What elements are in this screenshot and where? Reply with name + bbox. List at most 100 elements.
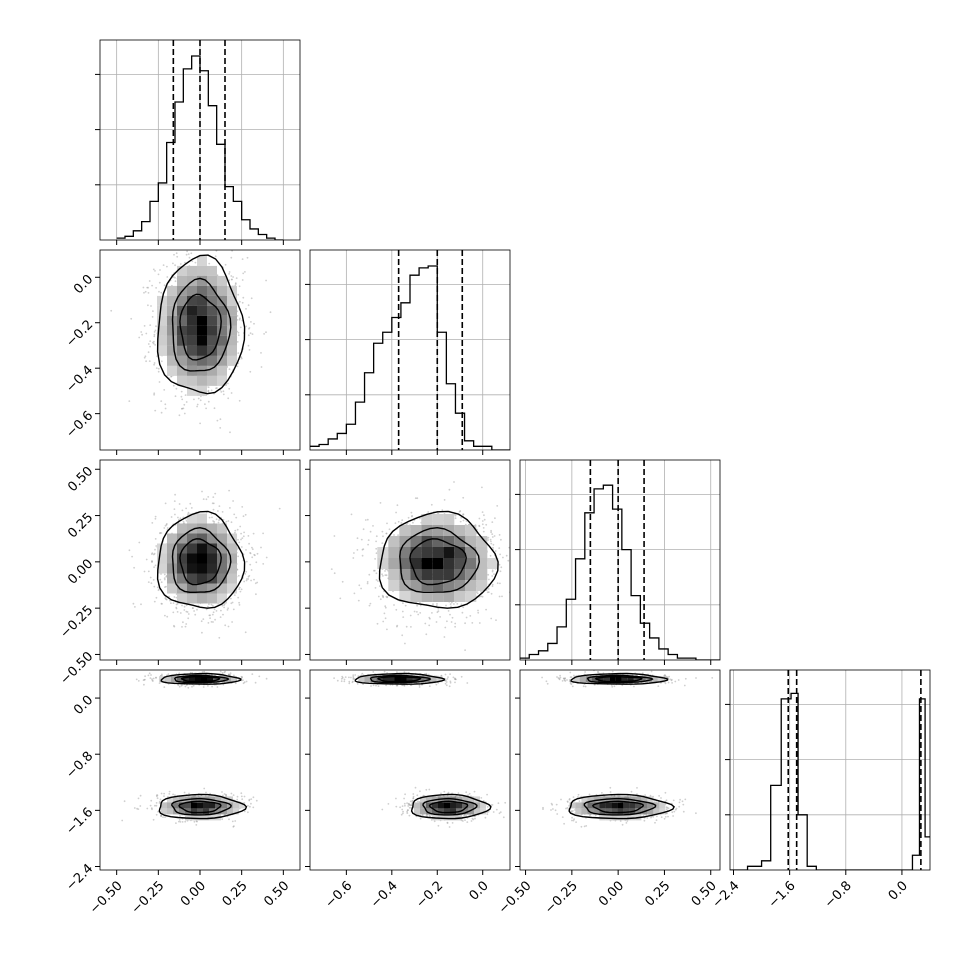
scatter-point (177, 516, 179, 519)
scatter-point (367, 543, 369, 546)
histogram-panel-1 (305, 249, 511, 455)
scatter-point (400, 522, 403, 524)
scatter-point (154, 564, 157, 567)
scatter-point (208, 516, 211, 519)
scatter-point (181, 626, 183, 628)
scatter-point (215, 250, 218, 252)
scatter-point (207, 605, 209, 608)
scatter-point (491, 521, 494, 523)
scatter-point (202, 618, 205, 620)
density-cell (227, 563, 237, 574)
scatter-point (491, 583, 494, 586)
scatter-point (202, 498, 205, 500)
density-cell (432, 547, 444, 558)
density-cell (167, 345, 177, 356)
scatter-point (416, 604, 418, 607)
density-cell (217, 305, 227, 316)
scatter-point (414, 497, 417, 500)
density-cell (187, 375, 197, 386)
scatter-point (386, 522, 388, 525)
scatter-point (227, 397, 230, 400)
scatter-point (160, 411, 163, 414)
scatter-point (233, 674, 235, 677)
scatter-point (245, 325, 247, 328)
scatter-point (196, 608, 198, 611)
scatter-point (368, 573, 371, 576)
density-cell (465, 569, 477, 580)
scatter-point (159, 532, 161, 535)
density-cell (197, 553, 207, 564)
scatter-point (413, 610, 416, 613)
scatter-point (151, 284, 154, 287)
scatter-point (256, 552, 259, 555)
scatter-point (382, 620, 385, 623)
density-cell (410, 580, 422, 591)
scatter-point (207, 496, 210, 498)
scatter-point (228, 818, 230, 821)
scatter-point (160, 291, 163, 294)
scatter-point (251, 546, 253, 549)
density-cell (399, 536, 411, 547)
scatter-point (157, 367, 160, 370)
scatter-point (219, 242, 221, 244)
scatter-point (386, 628, 388, 631)
density-cell (177, 583, 187, 594)
scatter-point (518, 591, 520, 593)
pair-panel-3-0 (95, 669, 301, 875)
scatter-point (148, 280, 151, 282)
scatter-point (435, 604, 438, 607)
scatter-point (154, 538, 157, 540)
scatter-point (356, 549, 359, 551)
scatter-point (393, 604, 395, 606)
scatter-point (248, 574, 251, 577)
density-cell (177, 275, 187, 286)
scatter-point (228, 271, 231, 273)
scatter-point (229, 245, 231, 247)
density-cell (177, 523, 187, 534)
scatter-point (462, 496, 465, 499)
scatter-point (241, 279, 244, 281)
scatter-point (152, 579, 155, 581)
density-cell (207, 573, 217, 584)
scatter-point (212, 496, 215, 498)
scatter-point (228, 273, 231, 275)
scatter-point (155, 545, 158, 547)
scatter-point (492, 543, 495, 546)
scatter-point (230, 521, 233, 524)
scatter-point (180, 395, 183, 398)
density-cell (187, 593, 197, 604)
scatter-point (498, 547, 501, 549)
scatter-point (205, 608, 208, 611)
scatter-point (500, 538, 502, 541)
scatter-point (483, 514, 485, 517)
scatter-point (242, 515, 245, 518)
density-cell (197, 543, 207, 554)
density-cell (227, 355, 237, 366)
density-cell (227, 583, 237, 594)
scatter-point (444, 626, 447, 629)
scatter-point (230, 275, 233, 277)
density-cell (217, 583, 227, 594)
scatter-point (441, 509, 444, 512)
scatter-point (207, 622, 210, 624)
density-cell (167, 305, 177, 316)
scatter-point (209, 617, 212, 619)
scatter-point (253, 553, 256, 556)
scatter-point (185, 507, 188, 510)
scatter-point (240, 538, 242, 541)
scatter-point (159, 578, 162, 581)
scatter-point (158, 802, 161, 804)
scatter-point (383, 612, 386, 615)
density-cell (197, 305, 207, 316)
scatter-point (507, 559, 510, 562)
scatter-point (249, 563, 252, 566)
scatter-point (248, 316, 251, 319)
scatter-point (245, 579, 248, 582)
scatter-point (396, 624, 399, 627)
scatter-point (339, 597, 342, 600)
scatter-point (395, 511, 397, 514)
scatter-point (238, 399, 241, 402)
scatter-point (212, 508, 215, 511)
density-cell (207, 365, 217, 376)
scatter-point (481, 523, 484, 526)
